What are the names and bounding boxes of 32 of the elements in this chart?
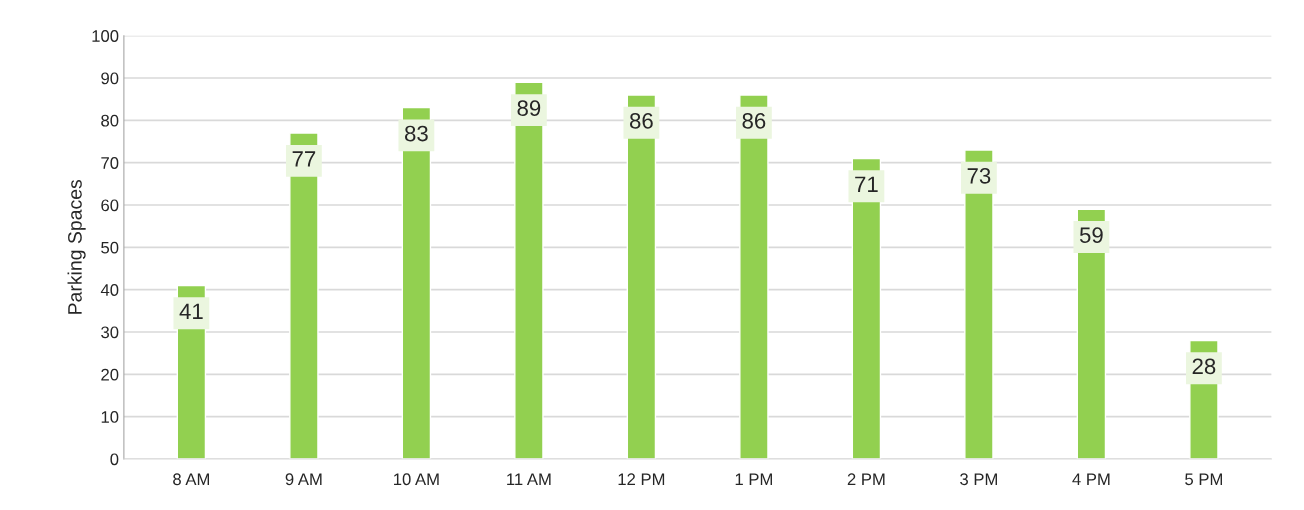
x-tick-label: 8 AM — [173, 473, 210, 486]
y-tick-label: 50 — [101, 241, 119, 254]
y-axis-title: Parking Spaces — [67, 179, 86, 314]
x-tick-label: 2 PM — [847, 473, 885, 485]
y-tick-label: 0 — [110, 453, 119, 466]
y-tick-label: 20 — [101, 368, 119, 381]
data-label: 28 — [1192, 358, 1216, 375]
y-tick-label: 40 — [100, 284, 119, 296]
y-tick-label: 100 — [92, 30, 119, 42]
x-tick-label: 1 PM — [735, 473, 772, 485]
y-tick-label: 90 — [101, 72, 119, 85]
data-label: 73 — [967, 168, 991, 184]
data-label: 41 — [179, 303, 203, 319]
x-tick-label: 9 AM — [285, 473, 322, 486]
data-label: 71 — [855, 176, 878, 192]
data-label: 86 — [742, 112, 766, 129]
y-tick-label: 80 — [101, 114, 119, 127]
data-label: 89 — [517, 100, 541, 117]
data-label: 59 — [1079, 227, 1103, 243]
y-tick-label: 30 — [101, 326, 119, 339]
data-label: 86 — [630, 112, 653, 129]
data-label: 83 — [404, 125, 428, 142]
x-tick-label: 12 PM — [618, 473, 665, 485]
y-tick-label: 60 — [101, 199, 119, 212]
y-tick-label: 10 — [101, 411, 119, 423]
x-tick-label: 10 AM — [394, 473, 439, 486]
x-tick-label: 3 PM — [960, 473, 997, 486]
x-tick-label: 4 PM — [1072, 473, 1110, 485]
y-tick-label: 70 — [101, 157, 119, 169]
data-label: 77 — [292, 151, 316, 167]
x-tick-label: 11 AM — [507, 473, 551, 485]
x-tick-label: 5 PM — [1185, 473, 1222, 486]
